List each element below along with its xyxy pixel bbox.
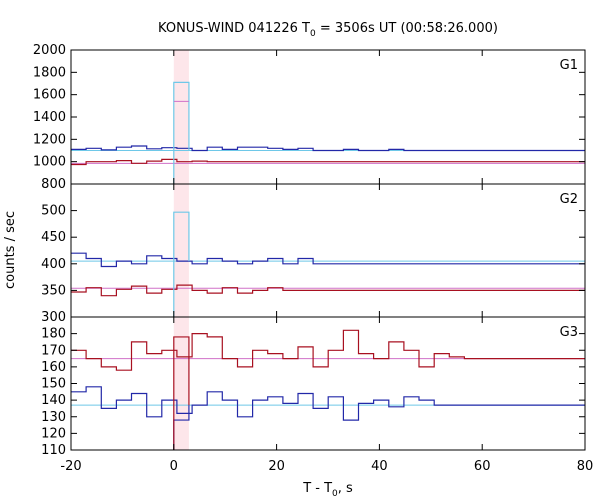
g3-series-blue (71, 386, 585, 421)
y-tick-label: 450 (41, 230, 66, 245)
trigger-highlight-band (173, 50, 189, 450)
x-tick-label: 80 (577, 459, 594, 474)
y-tick-label: 180 (41, 327, 66, 342)
g1-frame (70, 49, 586, 185)
g1-trigger-bin (173, 81, 190, 184)
y-tick-label: 1000 (33, 155, 66, 170)
y-tick-label: 110 (41, 443, 66, 458)
x-tick-label: 40 (371, 459, 388, 474)
panel-g2: 300 350 400 450 500 G2 (41, 183, 586, 325)
y-tick-label: 1400 (33, 110, 66, 125)
y-tick-label: 1200 (33, 132, 66, 147)
panel-label-g1: G1 (560, 58, 578, 73)
y-tick-label: 160 (41, 360, 66, 375)
panel-label-g2: G2 (560, 192, 578, 207)
panel-label-g3: G3 (560, 325, 578, 340)
y-tick-label: 2000 (33, 43, 66, 58)
g3-series-red (71, 329, 585, 371)
y-tick-label: 130 (41, 410, 66, 425)
x-tick-label: 60 (474, 459, 491, 474)
g1-series-red (71, 158, 585, 166)
y-tick-label: 300 (41, 310, 66, 325)
g3-frame (70, 316, 586, 451)
y-tick-label: 500 (41, 204, 66, 219)
panel-g1: 800 1000 1200 1400 1600 1800 2000 G1 (33, 43, 586, 192)
g1-series-blue (71, 145, 585, 152)
y-tick-label: 350 (41, 283, 66, 298)
y-tick-label: 150 (41, 377, 66, 392)
x-tick-label: 0 (170, 459, 178, 474)
chart-title: KONUS-WIND 041226 T0 = 3506s UT (00:58:2… (158, 21, 498, 39)
x-axis-label: T - T0, s (302, 481, 353, 499)
y-tick-label: 1800 (33, 65, 66, 80)
x-tick-label: 20 (268, 459, 285, 474)
y-tick-label: 400 (41, 257, 66, 272)
g2-series-red (71, 284, 585, 297)
g2-frame (70, 183, 586, 318)
y-axis-label: counts / sec (3, 211, 18, 289)
y-tick-label: 120 (41, 426, 66, 441)
x-tick-label: -20 (60, 459, 81, 474)
y-tick-label: 140 (41, 393, 66, 408)
y-tick-label: 170 (41, 343, 66, 358)
y-tick-label: 800 (41, 177, 66, 192)
g2-series-blue (71, 252, 585, 268)
g2-trigger-bin (173, 211, 190, 317)
y-tick-label: 1600 (33, 88, 66, 103)
g3-trigger-bin-red (173, 336, 190, 450)
